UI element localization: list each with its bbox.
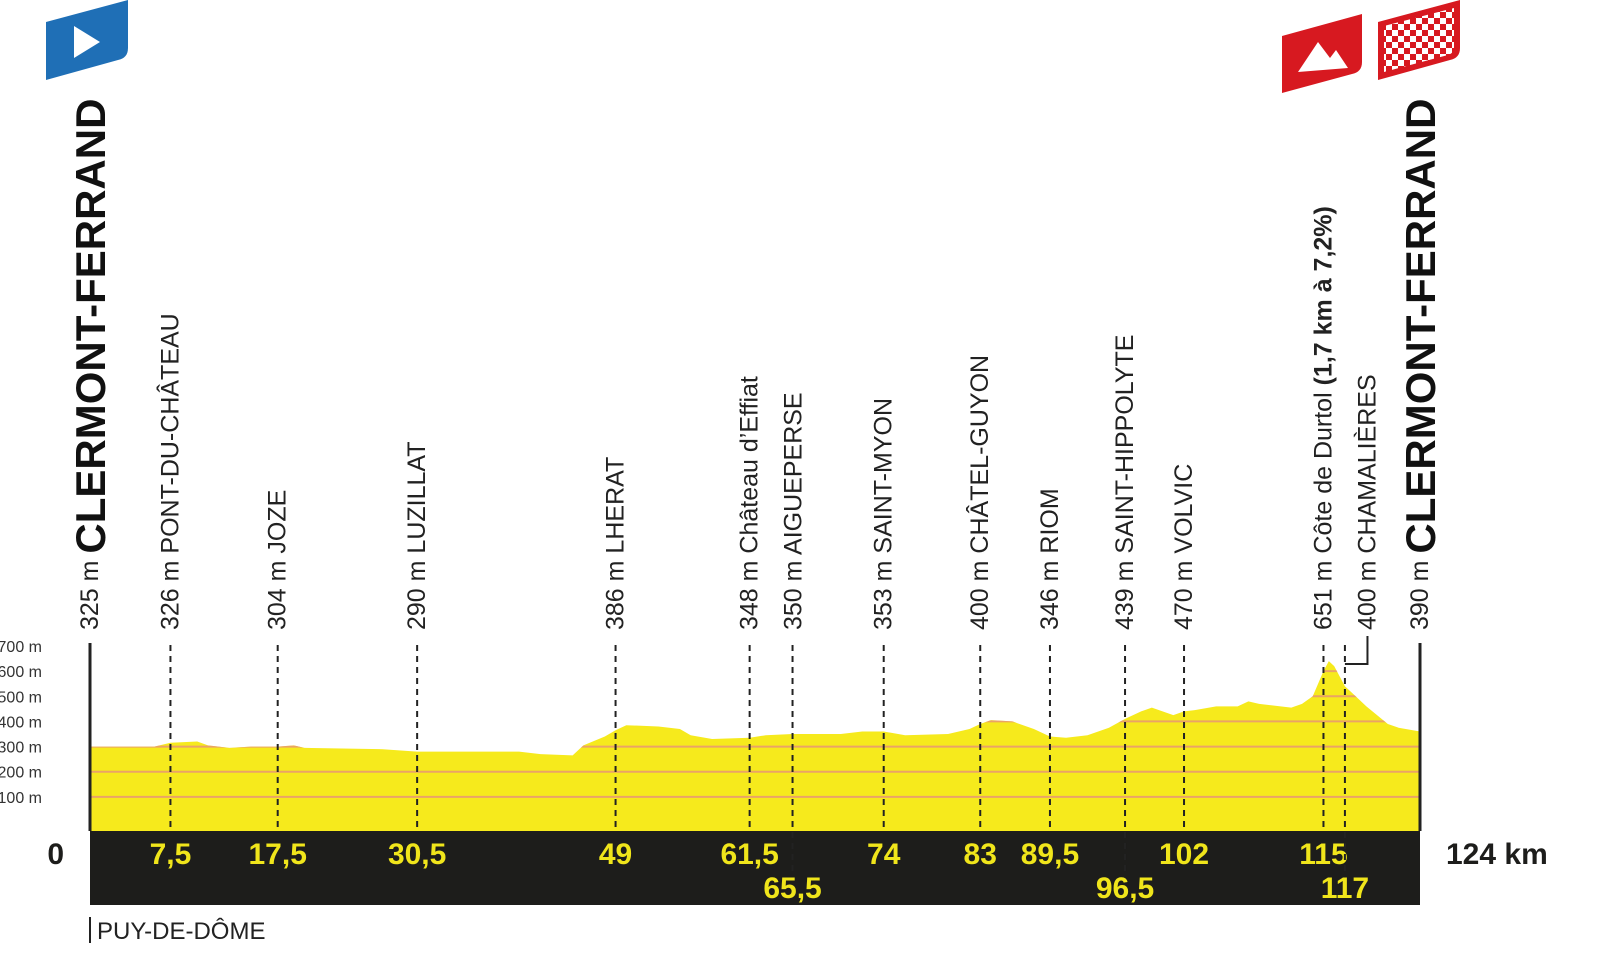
y-tick-label: 300 m	[0, 740, 42, 757]
km-label: 89,5	[1021, 838, 1079, 871]
waypoint-altitude: 304 m	[264, 561, 292, 630]
waypoint-altitude: 346 m	[1036, 561, 1064, 630]
waypoint-name: VOLVIC	[1170, 464, 1198, 554]
km-label: 96,5	[1096, 872, 1154, 905]
waypoint-label: 290 m LUZILLAT	[403, 441, 431, 630]
waypoint-altitude: 390 m	[1406, 561, 1434, 630]
km-label: 61,5	[720, 838, 778, 871]
climb-info: (1,7 km à 7,2%)	[1309, 206, 1337, 385]
waypoint-altitude: 325 m	[76, 561, 104, 630]
waypoint-altitude: 400 m	[1353, 561, 1381, 630]
km-label: 7,5	[150, 838, 192, 871]
km-label: 83	[964, 838, 997, 871]
waypoint-label: 325 m CLERMONT-FERRAND	[67, 99, 114, 630]
waypoint-altitude: 353 m	[870, 561, 898, 630]
waypoint-name: CLERMONT-FERRAND	[1397, 99, 1444, 554]
waypoint-name: AIGUEPERSE	[780, 392, 808, 555]
y-tick-label: 500 m	[0, 689, 42, 706]
waypoint-name: SAINT-HIPPOLYTE	[1111, 335, 1139, 554]
waypoint-altitude: 651 m	[1309, 561, 1337, 630]
km-label: 115	[1299, 838, 1347, 871]
km-label: 30,5	[388, 838, 446, 871]
waypoint-label: 470 m VOLVIC	[1170, 464, 1198, 630]
y-tick-label: 700 m	[0, 639, 42, 656]
waypoint-label: 400 m CHAMALIÈRES	[1352, 374, 1381, 630]
waypoint-altitude: 290 m	[403, 561, 431, 630]
waypoint-label: 350 m AIGUEPERSE	[780, 392, 808, 630]
waypoint-altitude: 470 m	[1170, 561, 1198, 630]
waypoint-label: 348 m Château d’Effiat	[736, 376, 764, 630]
distance-band	[90, 831, 1420, 905]
y-tick-label: 200 m	[0, 765, 42, 782]
waypoint-name: CHÂTEL-GUYON	[965, 355, 994, 554]
waypoint-name: RIOM	[1036, 488, 1064, 553]
km-label: 102	[1159, 838, 1209, 871]
waypoint-label: 386 m LHERAT	[602, 457, 630, 630]
waypoint-name: CHAMALIÈRES	[1352, 374, 1381, 553]
label-connector	[1344, 636, 1369, 665]
waypoint-name: LHERAT	[602, 457, 630, 554]
waypoint-name: CLERMONT-FERRAND	[67, 99, 114, 554]
km-label: 65,5	[763, 872, 821, 905]
y-tick-label: 100 m	[0, 790, 42, 807]
waypoint-name: LUZILLAT	[403, 441, 431, 553]
x-tick-label: 0	[47, 838, 64, 871]
region-label: PUY-DE-DÔME	[97, 917, 265, 945]
climb-icon	[1282, 14, 1362, 93]
km-label: 117	[1321, 872, 1369, 905]
waypoint-name: JOZE	[264, 490, 292, 554]
waypoint-altitude: 400 m	[966, 561, 994, 630]
waypoint-altitude: 350 m	[780, 561, 808, 630]
waypoint-name: PONT-DU-CHÂTEAU	[155, 313, 184, 553]
waypoint-label: 400 m CHÂTEL-GUYON	[965, 355, 994, 630]
waypoint-name: Château d’Effiat	[736, 376, 764, 553]
waypoint-label: 439 m SAINT-HIPPOLYTE	[1111, 335, 1139, 630]
waypoint-altitude: 439 m	[1111, 561, 1139, 630]
y-tick-label: 600 m	[0, 664, 42, 681]
km-label: 17,5	[249, 838, 307, 871]
waypoint-name: Côte de Durtol	[1309, 392, 1337, 553]
waypoint-altitude: 348 m	[736, 561, 764, 630]
km-label: 74	[867, 838, 901, 871]
waypoint-label: 651 m Côte de Durtol (1,7 km à 7,2%)	[1309, 206, 1337, 630]
finish-icon	[1378, 0, 1460, 80]
y-tick-label: 400 m	[0, 714, 42, 731]
profile-layer	[90, 661, 1420, 831]
waypoint-name: SAINT-MYON	[870, 398, 898, 554]
waypoint-altitude: 386 m	[602, 561, 630, 630]
waypoint-label: 353 m SAINT-MYON	[870, 398, 898, 630]
start-icon	[46, 0, 128, 80]
waypoint-label: 346 m RIOM	[1036, 488, 1064, 630]
waypoint-altitude: 326 m	[156, 561, 184, 630]
waypoint-label: 326 m PONT-DU-CHÂTEAU	[155, 313, 184, 630]
waypoint-label: 304 m JOZE	[264, 490, 292, 630]
x-tick-label: 124 km	[1446, 838, 1548, 871]
km-label: 49	[599, 838, 632, 871]
waypoint-label: 390 m CLERMONT-FERRAND	[1397, 99, 1444, 630]
